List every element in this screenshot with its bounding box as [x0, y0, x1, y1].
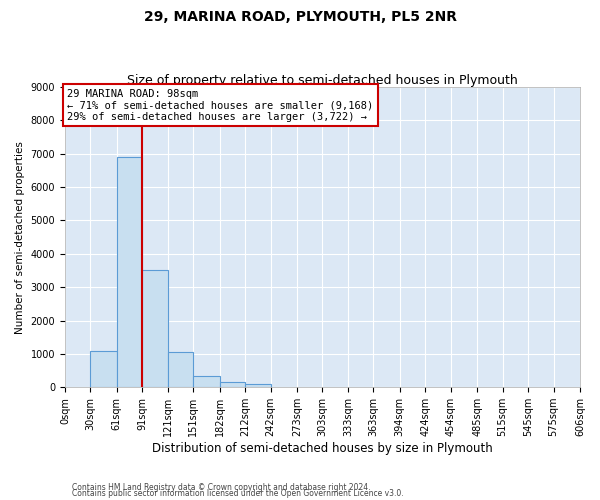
Bar	[117, 157, 142, 387]
Bar	[220, 382, 245, 387]
Text: 29 MARINA ROAD: 98sqm
← 71% of semi-detached houses are smaller (9,168)
29% of s: 29 MARINA ROAD: 98sqm ← 71% of semi-deta…	[67, 88, 374, 122]
X-axis label: Distribution of semi-detached houses by size in Plymouth: Distribution of semi-detached houses by …	[152, 442, 493, 455]
Text: 29, MARINA ROAD, PLYMOUTH, PL5 2NR: 29, MARINA ROAD, PLYMOUTH, PL5 2NR	[143, 10, 457, 24]
Bar	[142, 270, 168, 387]
Bar	[193, 376, 220, 387]
Bar	[91, 350, 117, 387]
Bar	[245, 384, 271, 387]
Y-axis label: Number of semi-detached properties: Number of semi-detached properties	[15, 140, 25, 334]
Text: Contains HM Land Registry data © Crown copyright and database right 2024.: Contains HM Land Registry data © Crown c…	[72, 484, 371, 492]
Title: Size of property relative to semi-detached houses in Plymouth: Size of property relative to semi-detach…	[127, 74, 518, 87]
Text: Contains public sector information licensed under the Open Government Licence v3: Contains public sector information licen…	[72, 490, 404, 498]
Bar	[168, 352, 193, 387]
